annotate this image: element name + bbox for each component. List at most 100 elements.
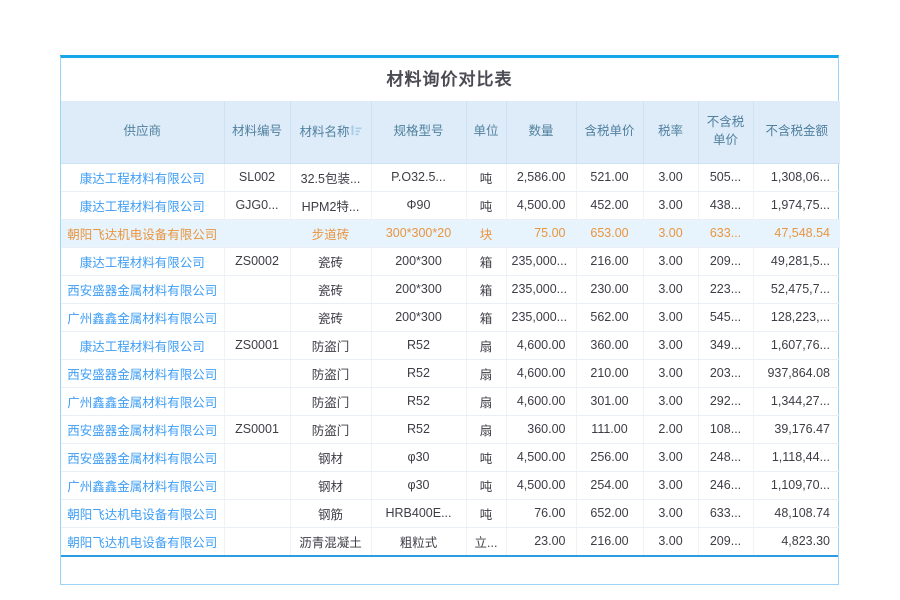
cell-value: 360.00 — [590, 338, 629, 352]
cell-tax_rate: 3.00 — [643, 247, 699, 276]
cell-price_tax: 210.00 — [576, 359, 644, 388]
cell-spec: Φ90 — [371, 191, 467, 220]
cell-tax_rate: 3.00 — [643, 471, 699, 500]
cell-value: 438... — [709, 198, 742, 212]
supplier-link[interactable]: 康达工程材料有限公司 — [79, 255, 205, 270]
table-row[interactable]: 西安盛器金属材料有限公司 瓷砖 200*300 箱 235,000... 230.00 3.… — [61, 275, 840, 304]
cell-value: 256.00 — [590, 450, 629, 464]
column-header-qty: 数量 — [506, 101, 577, 164]
supplier-link[interactable]: 康达工程材料有限公司 — [79, 199, 205, 214]
supplier-link[interactable]: 广州鑫鑫金属材料有限公司 — [67, 395, 218, 410]
cell-value: 562.00 — [590, 310, 629, 324]
cell-value: 3.00 — [658, 478, 683, 492]
cell-value: 937,864.08 — [767, 366, 830, 380]
cell-value: 钢材 — [317, 479, 343, 494]
cell-value: GJG0... — [235, 198, 279, 212]
table-row[interactable]: 康达工程材料有限公司 GJG0... HPM2特... Φ90 吨 4,500.00 452… — [61, 191, 840, 220]
table-row[interactable]: 朝阳飞达机电设备有限公司 步道砖 300*300*20 块 75.00 653.00 3.0… — [61, 219, 840, 248]
table-row[interactable]: 西安盛器金属材料有限公司 防盗门 R52 扇 4,600.00 210.00 3.00 203… — [61, 359, 840, 388]
cell-value: 4,500.00 — [516, 478, 566, 492]
table-header: 供应商 材料编号 材料名称 规格型号 单位 数量 含税单价 税率 不含税单价 不含税金额 — [61, 101, 840, 164]
cell-qty: 235,000... — [506, 247, 577, 276]
cell-spec: φ30 — [371, 471, 467, 500]
supplier-link[interactable]: 朝阳飞达机电设备有限公司 — [67, 535, 218, 550]
column-header-name[interactable]: 材料名称 — [290, 101, 372, 164]
cell-unit: 箱 — [466, 275, 507, 304]
cell-price_net: 505... — [698, 163, 754, 192]
cell-supplier: 广州鑫鑫金属材料有限公司 — [61, 471, 225, 500]
cell-tax_rate: 3.00 — [643, 359, 699, 388]
supplier-link[interactable]: 朝阳飞达机电设备有限公司 — [67, 507, 218, 522]
supplier-link[interactable]: 西安盛器金属材料有限公司 — [67, 367, 218, 382]
cell-value: ZS0001 — [235, 338, 279, 352]
cell-value: 吨 — [479, 171, 493, 186]
cell-value: 349... — [709, 338, 742, 352]
table-row[interactable]: 广州鑫鑫金属材料有限公司 瓷砖 200*300 箱 235,000... 562.00 3.… — [61, 303, 840, 332]
cell-price_tax: 652.00 — [576, 499, 644, 528]
cell-value: 4,500.00 — [516, 198, 566, 212]
cell-price_tax: 653.00 — [576, 219, 644, 248]
cell-tax_rate: 2.00 — [643, 415, 699, 444]
table-row[interactable]: 广州鑫鑫金属材料有限公司 钢材 φ30 吨 4,500.00 254.00 3.00 246.… — [61, 471, 840, 500]
cell-tax_rate: 3.00 — [643, 499, 699, 528]
cell-price_tax: 562.00 — [576, 303, 644, 332]
supplier-link[interactable]: 广州鑫鑫金属材料有限公司 — [67, 479, 218, 494]
cell-unit: 扇 — [466, 415, 507, 444]
cell-value: 452.00 — [590, 198, 629, 212]
table-row[interactable]: 朝阳飞达机电设备有限公司 沥青混凝土 粗粒式 立... 23.00 216.00 3.00 2… — [61, 527, 840, 555]
cell-amount_net: 1,344,27... — [753, 387, 840, 416]
table-row[interactable]: 西安盛器金属材料有限公司 钢材 φ30 吨 4,500.00 256.00 3.00 248.… — [61, 443, 840, 472]
table-row[interactable]: 广州鑫鑫金属材料有限公司 防盗门 R52 扇 4,600.00 301.00 3.00 292… — [61, 387, 840, 416]
cell-code — [224, 387, 291, 416]
cell-price_tax: 256.00 — [576, 443, 644, 472]
table-row[interactable]: 西安盛器金属材料有限公司 ZS0001 防盗门 R52 扇 360.00 111.00 2.0… — [61, 415, 840, 444]
cell-price_tax: 230.00 — [576, 275, 644, 304]
cell-value: 4,600.00 — [516, 338, 566, 352]
cell-qty: 235,000... — [506, 303, 577, 332]
cell-value: 292... — [709, 394, 742, 408]
cell-supplier: 广州鑫鑫金属材料有限公司 — [61, 387, 225, 416]
cell-value: 3.00 — [658, 366, 683, 380]
supplier-link[interactable]: 西安盛器金属材料有限公司 — [67, 283, 218, 298]
cell-value: 235,000... — [511, 254, 568, 268]
cell-value: 扇 — [479, 339, 493, 354]
table-row[interactable]: 康达工程材料有限公司 SL002 32.5包装... P.O32.5... 吨 2,586… — [61, 163, 840, 192]
cell-tax_rate: 3.00 — [643, 443, 699, 472]
table-row[interactable]: 康达工程材料有限公司 ZS0001 防盗门 R52 扇 4,600.00 360.00 3.0… — [61, 331, 840, 360]
cell-price_net: 633... — [698, 219, 754, 248]
cell-value: 粗粒式 — [399, 535, 438, 550]
cell-code: SL002 — [224, 163, 291, 192]
cell-value: 扇 — [479, 423, 493, 438]
cell-value: R52 — [407, 422, 430, 436]
cell-name: 瓷砖 — [290, 303, 372, 332]
cell-spec: R52 — [371, 415, 467, 444]
cell-unit: 吨 — [466, 499, 507, 528]
cell-value: 2,586.00 — [516, 170, 566, 184]
cell-tax_rate: 3.00 — [643, 163, 699, 192]
cell-value: 235,000... — [511, 310, 568, 324]
column-header-label: 税率 — [657, 124, 683, 138]
supplier-link[interactable]: 广州鑫鑫金属材料有限公司 — [67, 311, 218, 326]
table-row[interactable]: 康达工程材料有限公司 ZS0002 瓷砖 200*300 箱 235,000... 216.… — [61, 247, 840, 276]
cell-value: 216.00 — [590, 534, 629, 549]
supplier-link[interactable]: 西安盛器金属材料有限公司 — [67, 451, 218, 466]
supplier-link[interactable]: 康达工程材料有限公司 — [79, 171, 205, 186]
supplier-link[interactable]: 西安盛器金属材料有限公司 — [67, 423, 218, 438]
cell-supplier: 西安盛器金属材料有限公司 — [61, 443, 225, 472]
cell-price_net: 545... — [698, 303, 754, 332]
supplier-link[interactable]: 康达工程材料有限公司 — [79, 339, 205, 354]
sort-icon[interactable] — [350, 124, 362, 136]
cell-value: 300*300*20 — [385, 226, 452, 240]
supplier-link[interactable]: 朝阳飞达机电设备有限公司 — [67, 227, 218, 242]
cell-qty: 4,500.00 — [506, 443, 577, 472]
cell-price_net: 438... — [698, 191, 754, 220]
cell-amount_net: 937,864.08 — [753, 359, 840, 388]
cell-supplier: 西安盛器金属材料有限公司 — [61, 359, 225, 388]
cell-qty: 360.00 — [506, 415, 577, 444]
cell-amount_net: 49,281,5... — [753, 247, 840, 276]
table-row[interactable]: 朝阳飞达机电设备有限公司 钢筋 HRB400E... 吨 76.00 652.00 3.00… — [61, 499, 840, 528]
cell-supplier: 康达工程材料有限公司 — [61, 163, 225, 192]
cell-supplier: 广州鑫鑫金属材料有限公司 — [61, 303, 225, 332]
cell-value: P.O32.5... — [391, 170, 446, 184]
cell-value: 3.00 — [658, 254, 683, 268]
